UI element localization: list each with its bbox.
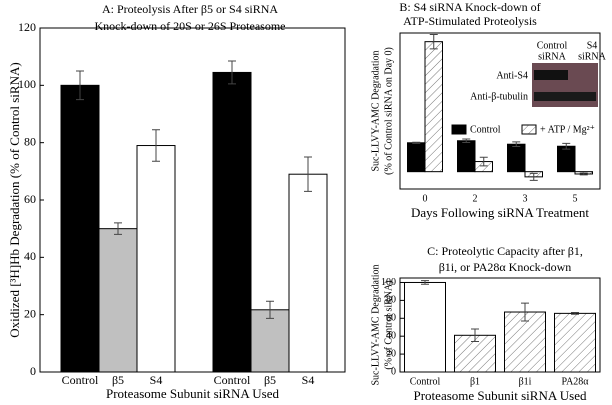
plot-frame [399, 32, 601, 190]
error-bar [114, 222, 122, 235]
x-axis-label: Proteasome Subunit siRNA Used [106, 386, 279, 401]
y-tick-label: 100 [381, 277, 396, 288]
x-tick-label: S4 [150, 373, 163, 387]
bar [424, 41, 443, 173]
bar [557, 145, 576, 173]
legend-label: + ATP / Mg²⁺ [540, 124, 595, 135]
y-axis-label: Suc-LLVY-AMC Degradation [370, 264, 381, 385]
bar [136, 145, 176, 373]
legend-label: Control [470, 124, 501, 135]
bar [504, 311, 546, 373]
blot-column-label: siRNA [578, 51, 607, 62]
x-tick-label: Control [214, 373, 251, 387]
error-bar [76, 70, 84, 101]
error-bar [479, 156, 488, 167]
bar [250, 309, 290, 373]
bar [60, 84, 100, 373]
error-bar [512, 141, 521, 148]
y-tick-label: 60 [386, 313, 396, 324]
legend-swatch [451, 124, 467, 135]
chart-title: β1i, or PA28α Knock-down [439, 260, 572, 274]
error-bar [521, 302, 529, 322]
x-tick-label: β1 [470, 376, 480, 387]
y-tick-label: 20 [24, 306, 36, 320]
y-axis-label: Oxidized [³H]Hb Degradation (% of Contro… [7, 62, 22, 337]
y-tick-label: 100 [18, 77, 36, 91]
error-bar [529, 172, 538, 181]
y-tick-label: 0 [391, 366, 396, 377]
blot-row-label: Anti-β-tubulin [470, 91, 528, 102]
y-tick-label: 60 [24, 192, 36, 206]
blot-column-label: S4 [587, 40, 598, 51]
bar [404, 281, 446, 373]
y-axis-label: (% of Control siRNA on Day 0) [383, 47, 394, 175]
x-tick-label: Control [62, 373, 99, 387]
error-bar [304, 156, 312, 192]
x-axis-label: Days Following siRNA Treatment [411, 205, 589, 220]
bar [554, 312, 596, 373]
blot-band [534, 70, 568, 80]
bar [288, 173, 328, 373]
blot-column-label: Control [537, 40, 568, 51]
legend-swatch [521, 124, 537, 135]
bar [457, 140, 476, 173]
y-axis-label: (% of Control siRNA) [383, 280, 394, 369]
error-bar [266, 300, 274, 319]
bar [98, 228, 138, 373]
error-bar [471, 328, 479, 343]
x-tick-label: Control [410, 376, 441, 387]
bar [407, 142, 426, 173]
chart-title: B: S4 siRNA Knock-down of [399, 0, 540, 14]
y-tick-label: 40 [386, 330, 396, 341]
error-bar [412, 141, 421, 144]
error-bar [579, 172, 588, 176]
x-tick-label: 2 [473, 193, 478, 204]
y-tick-label: 80 [24, 134, 36, 148]
chart-title: ATP-Stimulated Proteolysis [403, 14, 537, 28]
error-bar [228, 60, 236, 85]
chart-title: Knock-down of 20S or 26S Proteasome [95, 19, 286, 33]
x-tick-label: β5 [264, 373, 276, 387]
x-tick-label: 5 [573, 193, 578, 204]
chart-title: A: Proteolysis After β5 or S4 siRNA [102, 2, 278, 16]
blot-row-label: Anti-S4 [496, 70, 528, 81]
y-tick-label: 40 [24, 249, 36, 263]
error-bar [429, 33, 438, 50]
x-tick-label: β1i [519, 376, 532, 387]
plot-frame [399, 277, 601, 373]
error-bar [571, 311, 579, 315]
blot-column-label: siRNA [538, 51, 567, 62]
x-tick-label: PA28α [561, 376, 589, 387]
x-tick-label: S4 [302, 373, 315, 387]
x-tick-label: 0 [423, 193, 428, 204]
x-tick-label: 3 [523, 193, 528, 204]
y-tick-label: 20 [386, 348, 396, 359]
y-axis-label: Suc-LLVY-AMC Degradation [370, 50, 381, 171]
error-bar [421, 280, 429, 285]
error-bar [152, 129, 160, 162]
y-tick-label: 0 [30, 364, 36, 378]
bar [212, 71, 252, 373]
y-tick-label: 80 [386, 295, 396, 306]
y-tick-label: 120 [18, 20, 36, 34]
x-tick-label: β5 [112, 373, 124, 387]
error-bar [462, 138, 471, 143]
bar [507, 143, 526, 173]
error-bar [562, 142, 571, 150]
x-axis-label: Proteasome Subunit siRNA Used [414, 388, 587, 403]
chart-title: C: Proteolytic Capacity after β1, [427, 244, 583, 258]
blot-band [534, 92, 596, 101]
